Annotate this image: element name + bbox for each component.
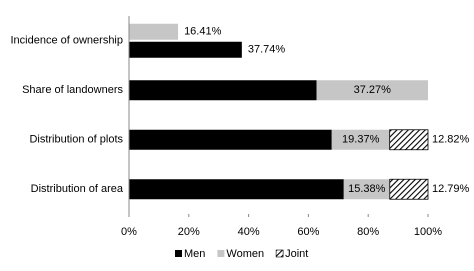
- data-label: 16.41%: [184, 26, 222, 38]
- x-tick-label: 40%: [238, 226, 260, 238]
- x-tick-label: 60%: [297, 226, 319, 238]
- legend-swatch: [217, 250, 225, 257]
- legend-swatch: [175, 250, 182, 257]
- bar: [389, 129, 429, 151]
- legend-swatch: [275, 249, 284, 258]
- data-label: 67.81%: [212, 134, 250, 146]
- y-tick-label: Distribution of plots: [29, 134, 123, 146]
- data-label: 37.74%: [248, 44, 286, 56]
- data-label: 15.38%: [348, 183, 386, 195]
- legend-label: Joint: [285, 248, 308, 260]
- y-tick-label: Distribution of area: [31, 183, 124, 195]
- data-label: 71.83%: [218, 183, 256, 195]
- bar: [129, 129, 332, 150]
- bar: [316, 80, 428, 101]
- x-tick-label: 0%: [121, 226, 137, 238]
- data-label: 19.37%: [342, 134, 380, 146]
- bar: [331, 129, 390, 150]
- bar: [129, 80, 317, 101]
- bar: [389, 178, 429, 200]
- data-label: 62.73%: [204, 84, 242, 96]
- bar: [129, 41, 242, 58]
- bar: [129, 23, 179, 40]
- y-tick-label: Incidence of ownership: [10, 35, 123, 47]
- data-label: 37.27%: [354, 84, 392, 96]
- data-label: 12.82%: [432, 134, 470, 146]
- data-label: 12.79%: [432, 183, 470, 195]
- x-tick-label: 20%: [178, 226, 200, 238]
- y-tick-label: Share of landowners: [22, 84, 123, 96]
- x-tick-label: 80%: [357, 226, 379, 238]
- legend-label: Men: [184, 248, 205, 260]
- bar: [343, 179, 390, 200]
- bar: [129, 179, 344, 200]
- legend-label: Women: [226, 248, 264, 260]
- x-tick-label: 100%: [414, 226, 442, 238]
